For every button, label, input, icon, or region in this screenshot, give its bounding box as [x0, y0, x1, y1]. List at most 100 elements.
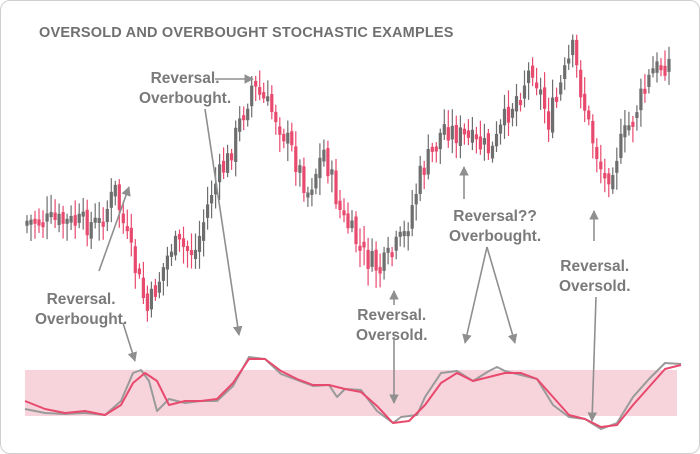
candle-body [490, 145, 495, 159]
candle-body [226, 153, 230, 173]
candle-body [474, 134, 478, 140]
candle-body [129, 227, 133, 243]
annotation-line: Oversold. [356, 327, 428, 344]
candle-body [510, 108, 515, 118]
candle-body [547, 111, 551, 130]
candle-body [137, 268, 141, 275]
candle-body [535, 82, 539, 89]
candle-body [418, 165, 422, 194]
annotation-arrow [122, 322, 137, 362]
candle-body [262, 92, 266, 99]
candle-body [567, 58, 571, 64]
candle-body [498, 124, 503, 134]
candle-body [310, 189, 314, 195]
candle-body [89, 222, 93, 239]
candle-body [655, 61, 659, 73]
candle-body [282, 133, 286, 142]
annotation-reversal-overbought-1: Reversal. Overbought. [35, 290, 127, 330]
candle-body [61, 212, 65, 224]
annotation-line: Overbought. [35, 311, 128, 328]
overbought-oversold-band [25, 370, 677, 416]
candle-body [274, 111, 278, 123]
candle-body [482, 138, 486, 145]
annotation-arrow [98, 186, 131, 272]
candle-body [627, 125, 631, 131]
candle-body [189, 250, 194, 256]
candle-body [141, 277, 145, 298]
chart-title: OVERSOLD AND OVERBOUGHT STOCHASTIC EXAMP… [39, 25, 454, 41]
candle-body [290, 131, 294, 146]
candle-body [177, 233, 182, 240]
annotation-reversal-oversold-1: Reversal. Oversold. [356, 306, 428, 346]
candle-body [109, 191, 113, 208]
candle-body [551, 97, 555, 133]
candle-body [583, 93, 587, 111]
candle-body [531, 65, 535, 78]
annotation-reversal-overbought-3: Reversal?? Overbought. [449, 207, 541, 247]
candle-body [446, 127, 450, 141]
candle-body [619, 133, 623, 158]
candle-body [165, 255, 169, 270]
candle-body [410, 205, 414, 229]
candle-body [370, 251, 374, 267]
candle-body [210, 195, 214, 204]
candle-body [334, 170, 338, 205]
candle-body [591, 121, 595, 144]
candle-body [599, 161, 603, 170]
candle-body [197, 235, 202, 252]
candle-body [97, 218, 101, 223]
annotation-line: Reversal. [560, 258, 630, 275]
candle-body [659, 65, 663, 71]
candle-body [579, 69, 583, 98]
candle-body [430, 146, 434, 152]
candle-body [169, 251, 174, 257]
annotation-arrow [486, 246, 518, 344]
candle-body [29, 219, 33, 225]
candle-body [121, 213, 125, 224]
annotation-line: Reversal?? [453, 208, 537, 225]
annotation-line: Oversold. [559, 278, 631, 295]
stochastic-oscillator [24, 356, 682, 430]
candle-body [230, 153, 234, 161]
candle-body [202, 222, 206, 241]
candle-body [587, 110, 591, 120]
annotation-line: Reversal. [357, 307, 427, 324]
candle-body [242, 115, 246, 121]
candle-body [149, 288, 153, 310]
candle-body [258, 87, 262, 95]
candle-body [161, 267, 165, 281]
candle-body [294, 146, 298, 172]
candle-body [306, 192, 310, 198]
candle-body [402, 231, 406, 237]
candle-body [278, 126, 282, 135]
candle-body [563, 65, 567, 79]
candle-body [438, 132, 442, 150]
candle-body [65, 218, 69, 224]
candle-body [81, 211, 85, 217]
candle-body [486, 133, 490, 154]
candle-body [93, 217, 97, 223]
candle-body [450, 125, 454, 140]
candle-body [53, 212, 57, 220]
candle-body [575, 39, 579, 66]
candle-body [639, 88, 643, 111]
annotation-arrow [462, 246, 488, 344]
candle-body [506, 106, 511, 123]
candle-body [286, 132, 290, 144]
candle-body [514, 96, 519, 112]
candle-body [663, 65, 667, 76]
candle-body [25, 220, 29, 226]
candle-body [458, 127, 462, 146]
candle-body [647, 74, 651, 87]
candle-body [133, 246, 137, 274]
candle-body [426, 149, 430, 175]
candle-body [338, 200, 342, 210]
candle-body [125, 226, 129, 232]
candle-body [454, 125, 458, 144]
candle-body [595, 147, 599, 159]
candle-body [157, 281, 161, 293]
annotation-line: Overbought. [449, 228, 542, 245]
candle-body [185, 246, 190, 252]
